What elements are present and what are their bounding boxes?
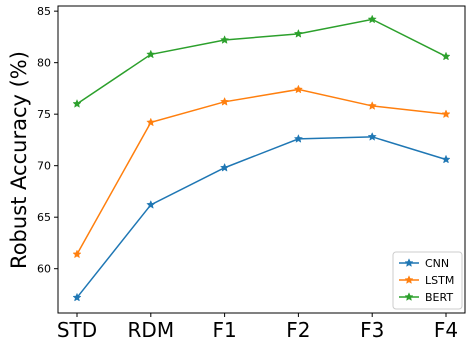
legend-item-bert: BERT bbox=[399, 291, 453, 304]
data-point bbox=[367, 101, 377, 110]
x-tick-label: STD bbox=[57, 318, 97, 342]
legend-label: CNN bbox=[425, 257, 449, 270]
data-point bbox=[219, 35, 230, 44]
data-point bbox=[441, 51, 451, 61]
legend-item-cnn: CNN bbox=[399, 257, 449, 270]
data-point bbox=[72, 99, 82, 108]
legend-label: LSTM bbox=[425, 274, 454, 287]
series-line bbox=[76, 136, 447, 299]
legend-marker bbox=[404, 275, 414, 284]
data-point bbox=[441, 109, 451, 119]
data-point bbox=[367, 131, 377, 141]
y-tick-label: 65 bbox=[37, 211, 51, 224]
x-tick-label: F4 bbox=[434, 318, 458, 342]
y-tick-label: 70 bbox=[37, 160, 51, 173]
data-point bbox=[146, 49, 156, 59]
x-tick-label: F3 bbox=[360, 318, 384, 342]
x-tick-label: F2 bbox=[286, 318, 310, 342]
legend-box bbox=[392, 251, 463, 310]
x-tick-label: RDM bbox=[128, 318, 175, 342]
data-point bbox=[219, 96, 230, 106]
data-point bbox=[293, 28, 304, 38]
data-point bbox=[146, 117, 156, 127]
y-tick-label: 85 bbox=[37, 5, 51, 18]
y-axis-label: Robust Accuracy (%) bbox=[7, 51, 31, 269]
x-tick-label: F1 bbox=[212, 318, 236, 342]
series-line bbox=[76, 88, 447, 255]
data-point bbox=[219, 162, 230, 172]
y-tick-label: 75 bbox=[37, 108, 51, 121]
data-point bbox=[293, 134, 304, 143]
data-point bbox=[441, 154, 451, 164]
plot-frame bbox=[57, 5, 466, 314]
y-tick-label: 80 bbox=[37, 57, 51, 70]
legend-label: BERT bbox=[425, 291, 453, 304]
data-point bbox=[293, 84, 304, 94]
y-tick-label: 60 bbox=[37, 263, 51, 276]
legend-marker bbox=[404, 292, 414, 301]
data-point bbox=[72, 249, 82, 259]
legend-item-lstm: LSTM bbox=[399, 274, 454, 287]
data-point bbox=[367, 14, 377, 24]
legend-marker bbox=[404, 258, 414, 267]
series-line bbox=[76, 18, 447, 105]
data-point bbox=[72, 292, 82, 302]
series-lstm bbox=[72, 84, 451, 259]
series-bert bbox=[72, 14, 451, 108]
data-point bbox=[146, 199, 156, 209]
series-cnn bbox=[72, 131, 451, 302]
